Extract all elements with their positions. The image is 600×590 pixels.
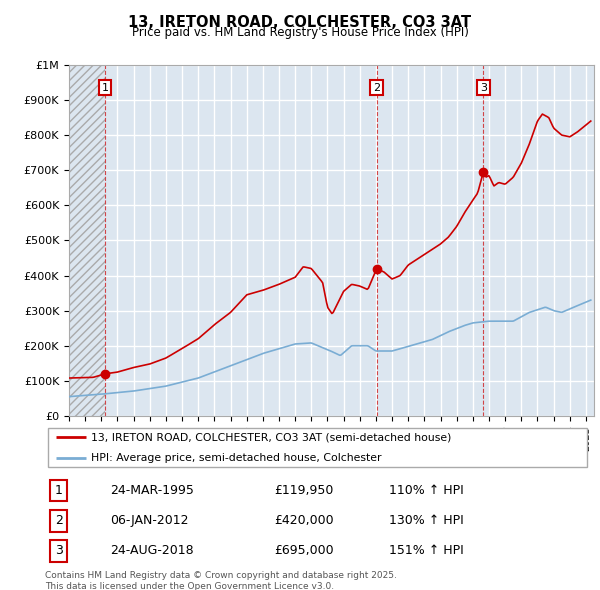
Text: 1: 1 xyxy=(55,484,62,497)
Text: 13, IRETON ROAD, COLCHESTER, CO3 3AT: 13, IRETON ROAD, COLCHESTER, CO3 3AT xyxy=(128,15,472,30)
Text: 3: 3 xyxy=(480,83,487,93)
Text: 2: 2 xyxy=(55,514,62,527)
Text: Contains HM Land Registry data © Crown copyright and database right 2025.
This d: Contains HM Land Registry data © Crown c… xyxy=(45,571,397,590)
Text: £695,000: £695,000 xyxy=(274,545,334,558)
Text: Price paid vs. HM Land Registry's House Price Index (HPI): Price paid vs. HM Land Registry's House … xyxy=(131,26,469,39)
Text: 24-MAR-1995: 24-MAR-1995 xyxy=(110,484,194,497)
Text: HPI: Average price, semi-detached house, Colchester: HPI: Average price, semi-detached house,… xyxy=(91,453,382,463)
Text: 151% ↑ HPI: 151% ↑ HPI xyxy=(389,545,464,558)
Text: 130% ↑ HPI: 130% ↑ HPI xyxy=(389,514,464,527)
FancyBboxPatch shape xyxy=(48,428,587,467)
Text: 24-AUG-2018: 24-AUG-2018 xyxy=(110,545,194,558)
Text: 2: 2 xyxy=(373,83,380,93)
Bar xyxy=(69,65,105,416)
Text: 3: 3 xyxy=(55,545,62,558)
Text: 13, IRETON ROAD, COLCHESTER, CO3 3AT (semi-detached house): 13, IRETON ROAD, COLCHESTER, CO3 3AT (se… xyxy=(91,432,452,442)
Text: £119,950: £119,950 xyxy=(274,484,334,497)
Text: 06-JAN-2012: 06-JAN-2012 xyxy=(110,514,189,527)
Text: £420,000: £420,000 xyxy=(274,514,334,527)
Text: 110% ↑ HPI: 110% ↑ HPI xyxy=(389,484,464,497)
Text: 1: 1 xyxy=(101,83,109,93)
